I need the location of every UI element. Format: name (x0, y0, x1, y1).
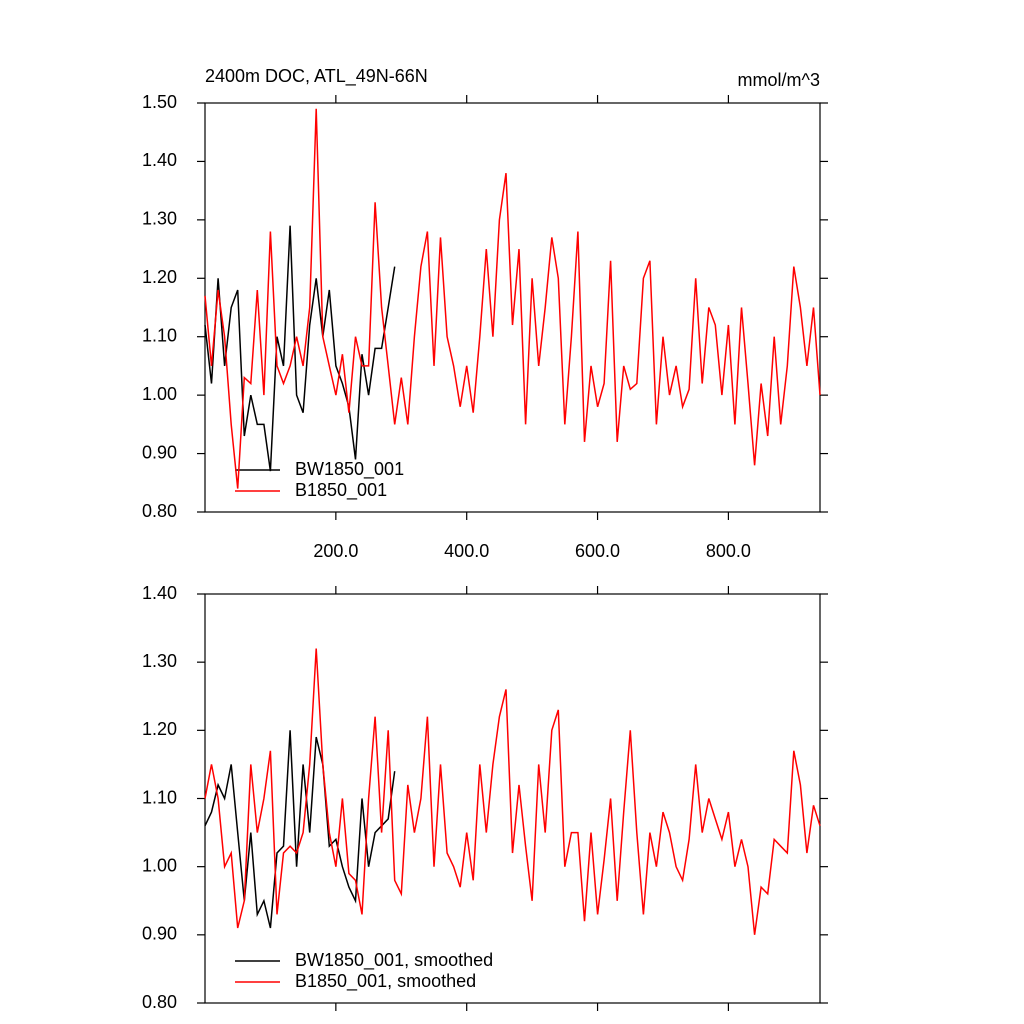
x-tick-label: 600.0 (575, 541, 620, 561)
y-tick-label: 1.40 (142, 150, 177, 170)
x-tick-label: 200.0 (313, 541, 358, 561)
y-tick-label: 1.10 (142, 325, 177, 345)
series-line (204, 108, 821, 489)
legend-label: B1850_001, smoothed (295, 971, 476, 992)
chart-title: 2400m DOC, ATL_49N-66N (205, 66, 428, 87)
y-tick-label: 0.90 (142, 924, 177, 944)
y-tick-label: 1.20 (142, 267, 177, 287)
y-tick-label: 1.20 (142, 719, 177, 739)
legend-label: BW1850_001 (295, 459, 404, 480)
y-tick-label: 1.30 (142, 209, 177, 229)
series-line (204, 648, 821, 935)
y-tick-label: 1.00 (142, 384, 177, 404)
x-tick-label: 800.0 (706, 541, 751, 561)
series-line (204, 730, 396, 929)
y-tick-label: 0.80 (142, 992, 177, 1012)
y-tick-label: 1.10 (142, 787, 177, 807)
y-tick-label: 1.50 (142, 92, 177, 112)
y-tick-label: 1.40 (142, 583, 177, 603)
plot-frame (204, 102, 821, 513)
y-tick-label: 1.00 (142, 855, 177, 875)
x-tick-label: 400.0 (444, 541, 489, 561)
y-tick-label: 0.90 (142, 442, 177, 462)
y-tick-label: 1.30 (142, 651, 177, 671)
legend-label: B1850_001 (295, 480, 387, 501)
plot-frame (204, 593, 821, 1004)
legend-label: BW1850_001, smoothed (295, 950, 493, 971)
units-label: mmol/m^3 (738, 70, 820, 90)
series-line (204, 225, 396, 472)
y-tick-label: 0.80 (142, 501, 177, 521)
